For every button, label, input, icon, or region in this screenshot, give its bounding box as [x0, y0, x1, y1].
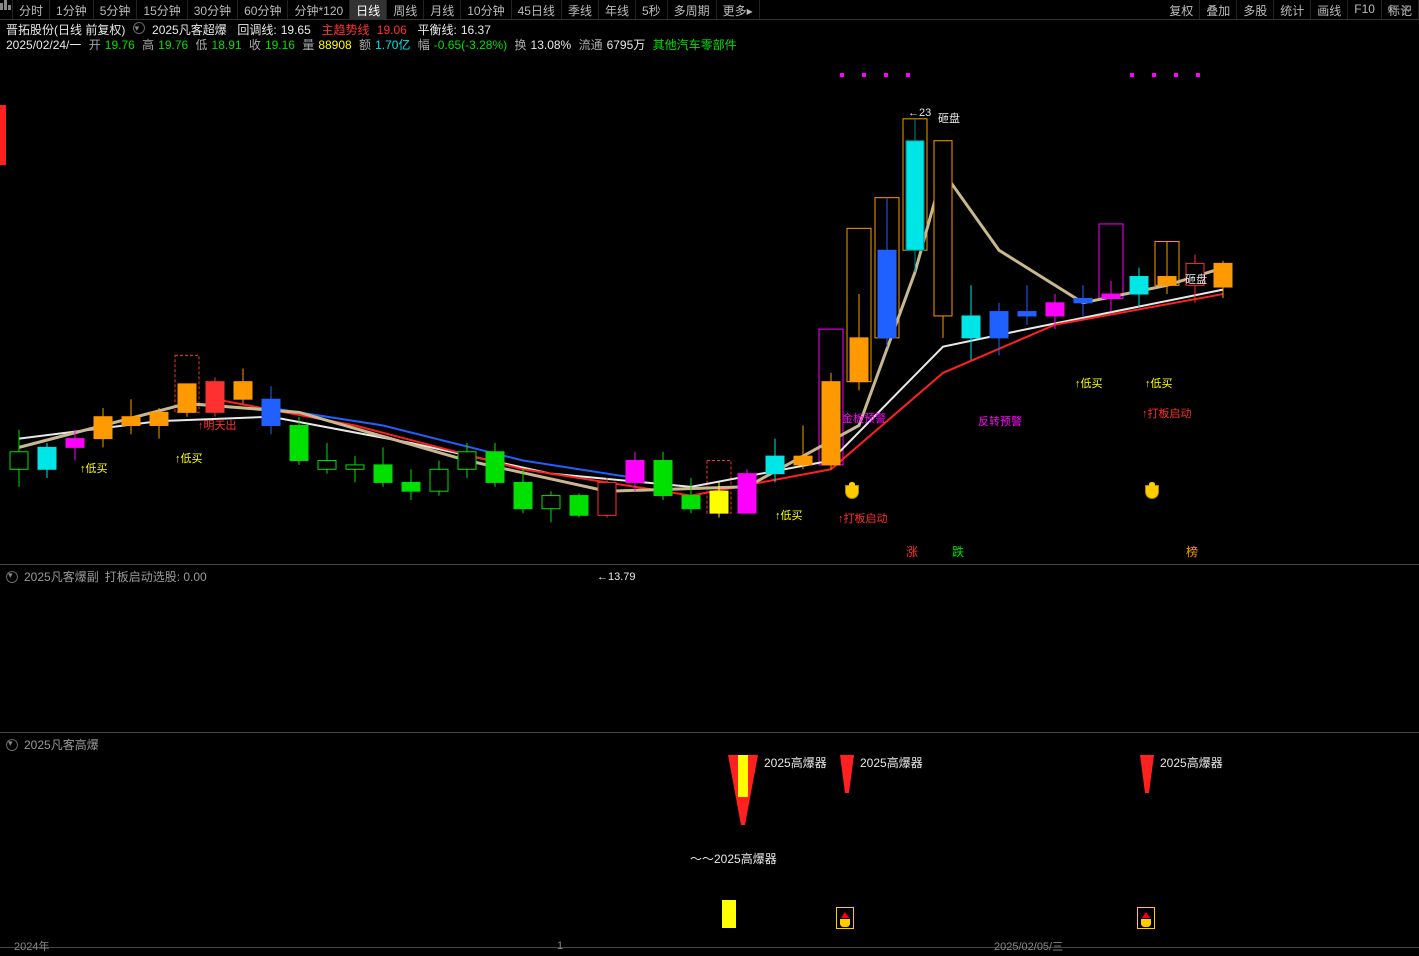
badge-zhang: 涨: [906, 543, 918, 560]
money-bag-icon: [1145, 485, 1159, 499]
stock-name: 晋拓股份(日线 前复权): [6, 23, 125, 37]
sector: 其他汽车零部件: [653, 38, 737, 52]
period-tab[interactable]: 45日线: [512, 0, 562, 19]
chart-annotation: ↑打板启动: [1142, 405, 1192, 421]
period-tab[interactable]: 10分钟: [461, 0, 511, 19]
chart-annotation: ↑低买: [175, 450, 203, 466]
period-tab[interactable]: 周线: [387, 0, 424, 19]
chart-annotation: ↑低买: [80, 460, 108, 476]
period-tab[interactable]: 1分钟: [50, 0, 94, 19]
tool-button[interactable]: F10: [1348, 0, 1382, 19]
period-tab[interactable]: 日线: [350, 0, 387, 19]
time-tick: 2025/02/05/三: [990, 936, 1067, 956]
chart-annotation: ←23: [908, 107, 931, 119]
money-bag-icon: [845, 485, 859, 499]
kline-chart[interactable]: ↑低买↑低买↑明天出←13.79↑低买↑打板启动金板预警←23砸盘反转预警↑低买…: [0, 55, 1419, 565]
tool-button[interactable]: 多股: [1237, 0, 1274, 19]
date: 2025/02/24/一: [6, 38, 81, 52]
badge-bang: 榜: [1186, 543, 1198, 560]
tool-button[interactable]: 统计: [1274, 0, 1311, 19]
period-tab[interactable]: 15分钟: [137, 0, 187, 19]
dropdown-icon[interactable]: [133, 22, 145, 34]
time-axis: 2024年 1 2025/02/05/三: [0, 937, 1419, 955]
tool-button[interactable]: 叠加: [1200, 0, 1237, 19]
badge-die: 跌: [952, 543, 964, 560]
chart-header: 晋拓股份(日线 前复权) 2025凡客超爆 回调线:19.65 主趋势线 19.…: [0, 20, 1419, 55]
sub-indicator-2[interactable]: 2025凡客高爆 2025高爆器2025高爆器2025高爆器～～2025高爆器: [0, 733, 1419, 948]
chart-annotation: ↑低买: [1075, 375, 1103, 391]
dropdown-icon[interactable]: [6, 571, 18, 583]
svg-text:2025高爆器: 2025高爆器: [860, 755, 923, 770]
period-tab[interactable]: 5秒: [636, 0, 668, 19]
chart-annotation: ↑打板启动: [838, 510, 888, 526]
period-tab[interactable]: 更多▸: [717, 0, 760, 19]
period-tab[interactable]: 分时: [13, 0, 50, 19]
period-tab[interactable]: 季线: [562, 0, 599, 19]
period-toolbar: 分时1分钟5分钟15分钟30分钟60分钟分钟*120日线周线月线10分钟45日线…: [0, 0, 1419, 20]
period-tab[interactable]: 30分钟: [188, 0, 238, 19]
time-tick: 2024年: [10, 936, 53, 956]
chart-annotation: 反转预警: [978, 413, 1022, 429]
chart-annotation: ↑低买: [1145, 375, 1173, 391]
tool-button[interactable]: 画线: [1311, 0, 1348, 19]
indicator-name: 2025凡客超爆: [152, 23, 227, 37]
signal-box-icon: [1137, 907, 1155, 929]
period-tab[interactable]: 60分钟: [238, 0, 288, 19]
sub1-title: 2025凡客爆副: [24, 568, 99, 585]
chart-annotation: 金板预警: [842, 410, 886, 426]
svg-text:2025高爆器: 2025高爆器: [764, 755, 827, 770]
sub1-extra: 打板启动选股: 0.00: [105, 568, 207, 585]
time-tick: 1: [553, 938, 567, 954]
chart-annotation: ↑低买: [775, 507, 803, 523]
chart-annotation: 砸盘: [938, 110, 960, 126]
period-tab[interactable]: 分钟*120: [288, 0, 350, 19]
svg-text:～～2025高爆器: ～～2025高爆器: [690, 851, 777, 866]
chart-mode-icon[interactable]: [0, 0, 13, 19]
period-tab[interactable]: 多周期: [668, 0, 717, 19]
period-tab[interactable]: 年线: [599, 0, 636, 19]
sub-indicator-1[interactable]: 2025凡客爆副 打板启动选股: 0.00: [0, 565, 1419, 733]
period-tab[interactable]: 5分钟: [94, 0, 138, 19]
period-tab[interactable]: 月线: [424, 0, 461, 19]
chart-annotation: 砸盘: [1185, 271, 1207, 287]
svg-text:2025高爆器: 2025高爆器: [1160, 755, 1223, 770]
close-icon[interactable]: ⟳ ✕: [1388, 2, 1411, 17]
chart-annotation: ↑明天出: [198, 417, 237, 433]
signal-box-icon: [836, 907, 854, 929]
tool-button[interactable]: 复权: [1163, 0, 1200, 19]
